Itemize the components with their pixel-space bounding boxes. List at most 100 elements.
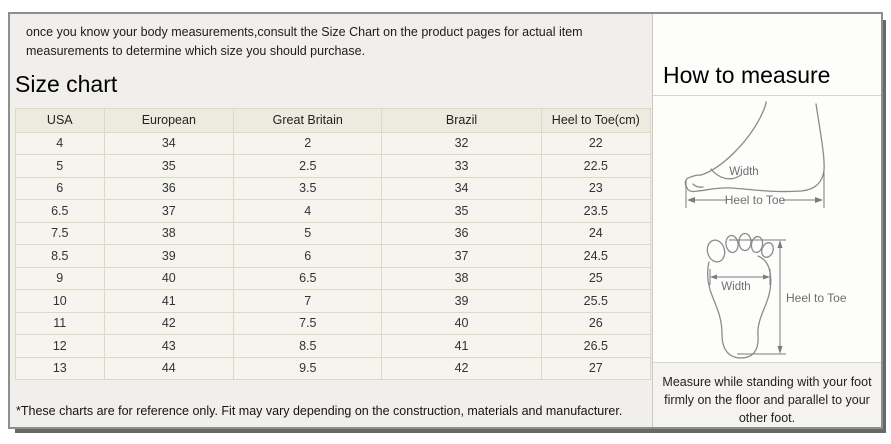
size-cell: 35 [381,199,542,223]
column-header: USA [15,107,105,133]
little-toe [761,241,774,258]
size-cell: 7 [233,289,383,313]
width-arrowhead-right [763,274,770,280]
size-cell: 5 [233,221,383,245]
size-cell: 6 [15,176,105,200]
table-row: 7.5 38 5 36 24 [15,221,652,245]
size-cell: 6 [233,244,383,268]
size-chart-section: once you know your body measurements,con… [10,14,652,427]
column-header: Brazil [381,107,542,133]
reference-footnote: *These charts are for reference only. Fi… [16,404,623,418]
size-cell: 37 [381,244,542,268]
size-cell: 13 [15,356,105,380]
how-to-measure-section: How to measure Width Heel to Toe [652,14,881,427]
size-cell: 43 [103,334,235,358]
foot-side-view-diagram: Width Heel to Toe [684,100,825,208]
size-cell: 5 [15,154,105,178]
size-table: USA European Great Britain Brazil Heel to To… [15,107,652,380]
dimension-ticks [685,171,825,208]
size-cell: 6.5 [233,266,383,290]
size-cell: 9 [15,266,105,290]
size-cell: 12 [15,334,105,358]
third-toe [738,232,752,251]
size-cell: 9.5 [233,356,383,380]
size-cell: 38 [103,221,235,245]
big-toe [706,239,726,263]
table-row: 12 43 8.5 41 26.5 [15,334,652,358]
table-row: 6 36 3.5 34 23 [15,176,652,200]
foot-outline [684,102,825,192]
measure-instruction: Measure while standing with your foot fi… [653,362,881,427]
arrowhead-left [687,196,695,203]
arrowhead-right [815,196,823,203]
fourth-toe [750,235,764,253]
table-row: 9 40 6.5 38 25 [15,266,652,290]
table-row: 13 44 9.5 42 27 [15,356,652,380]
size-chart-title: Size chart [15,70,118,97]
size-cell: 27 [540,356,652,380]
sole-outline [706,254,772,359]
size-cell: 23.5 [540,199,652,223]
size-cell: 41 [103,289,235,313]
size-cell: 36 [381,221,542,245]
footprint-length-label: Heel to Toe [786,291,847,305]
size-cell: 2.5 [233,154,383,178]
size-cell: 40 [103,266,235,290]
table-row: 6.5 37 4 35 23.5 [15,199,652,223]
size-cell: 42 [103,311,235,335]
size-cell: 33 [381,154,542,178]
foot-instep-line [700,100,767,176]
size-cell: 7.5 [233,311,383,335]
size-cell: 4 [233,199,383,223]
how-to-measure-title: How to measure [663,61,831,88]
size-chart-panel: once you know your body measurements,con… [8,12,883,429]
column-header: Great Britain [233,107,383,133]
length-ticks [729,239,786,355]
how-to-measure-header: How to measure [653,14,881,96]
table-row: 5 35 2.5 33 22.5 [15,154,652,178]
size-cell: 26 [540,311,652,335]
size-cell: 38 [381,266,542,290]
size-cell: 8.5 [15,244,105,268]
size-cell: 37 [103,199,235,223]
measure-diagrams: Width Heel to Toe [653,96,881,363]
side-width-label: Width [729,166,758,178]
size-cell: 34 [381,176,542,200]
size-cell: 39 [103,244,235,268]
table-row: 11 42 7.5 40 26 [15,311,652,335]
length-arrowhead-top [777,239,783,248]
size-cell: 32 [381,131,542,155]
length-arrowhead-bottom [777,345,783,354]
size-cell: 44 [103,356,235,380]
size-cell: 25 [540,266,652,290]
header-row: USA European Great Britain Brazil Heel to To… [15,107,652,133]
column-header: Heel to Toe(cm) [540,107,652,133]
size-cell: 25.5 [540,289,652,313]
size-cell: 35 [103,154,235,178]
size-cell: 24.5 [540,244,652,268]
size-cell: 4 [15,131,105,155]
intro-text: once you know your body measurements,con… [26,25,583,58]
size-cell: 3.5 [233,176,383,200]
column-header: European [103,107,235,133]
foot-ball-line [692,167,742,188]
table-row: 4 34 2 32 22 [15,131,652,155]
footprint-diagram: Width Heel to Toe [706,232,847,359]
size-cell: 11 [15,311,105,335]
size-cell: 26.5 [540,334,652,358]
size-cell: 22.5 [540,154,652,178]
size-cell: 39 [381,289,542,313]
size-table-body: 4 34 2 32 22 5 35 2.5 33 22.5 6 36 3.5 34 23 6.5 37 4 35 23… [15,131,652,380]
size-cell: 24 [540,221,652,245]
table-row: 10 41 7 39 25.5 [15,289,652,313]
side-length-label: Heel to Toe [725,193,786,207]
size-cell: 7.5 [15,221,105,245]
size-cell: 8.5 [233,334,383,358]
width-arrowhead-left [710,274,717,280]
second-toe [725,234,739,253]
size-cell: 40 [381,311,542,335]
size-cell: 42 [381,356,542,380]
size-cell: 6.5 [15,199,105,223]
size-cell: 2 [233,131,383,155]
size-cell: 10 [15,289,105,313]
